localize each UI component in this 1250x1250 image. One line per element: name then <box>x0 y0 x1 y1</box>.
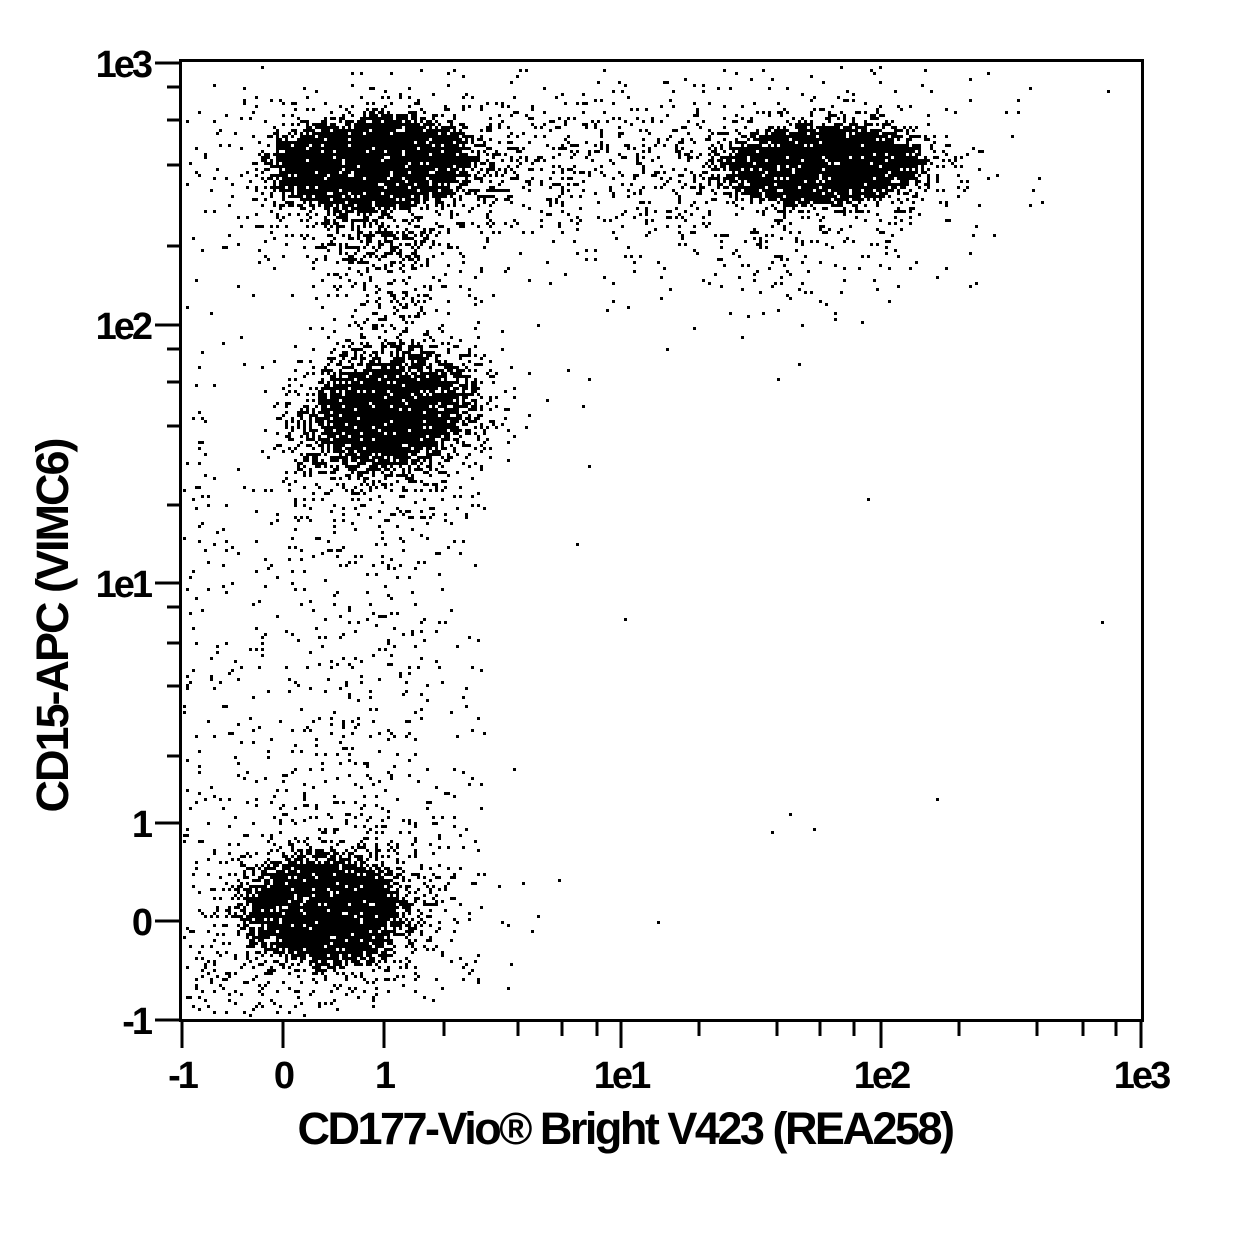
svg-text:1e3: 1e3 <box>96 44 152 86</box>
svg-text:1e3: 1e3 <box>1114 1055 1170 1097</box>
svg-text:-1: -1 <box>168 1055 199 1097</box>
svg-text:CD15-APC (VIMC6): CD15-APC (VIMC6) <box>27 439 78 812</box>
svg-text:1: 1 <box>375 1055 396 1097</box>
svg-text:1e2: 1e2 <box>96 306 152 348</box>
svg-text:0: 0 <box>132 902 152 944</box>
svg-text:CD177-Vio® Bright V423 (REA258: CD177-Vio® Bright V423 (REA258) <box>297 1103 953 1154</box>
svg-text:1e2: 1e2 <box>854 1055 910 1097</box>
svg-text:-1: -1 <box>122 1001 153 1043</box>
svg-text:1: 1 <box>132 804 153 846</box>
svg-text:1e1: 1e1 <box>96 564 153 606</box>
svg-text:0: 0 <box>274 1055 294 1097</box>
svg-text:1e1: 1e1 <box>594 1055 651 1097</box>
